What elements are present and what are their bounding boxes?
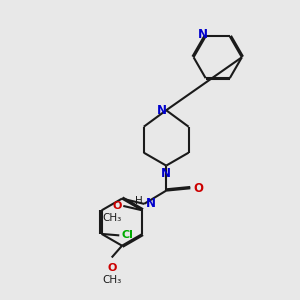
Text: H: H (135, 196, 142, 206)
Text: N: N (161, 167, 171, 180)
Text: CH₃: CH₃ (102, 274, 121, 284)
Text: Cl: Cl (122, 230, 134, 240)
Text: N: N (157, 104, 167, 117)
Text: O: O (113, 201, 122, 211)
Text: N: N (146, 197, 156, 210)
Text: CH₃: CH₃ (103, 213, 122, 223)
Text: O: O (194, 182, 204, 195)
Text: O: O (107, 263, 116, 273)
Text: N: N (198, 28, 208, 41)
